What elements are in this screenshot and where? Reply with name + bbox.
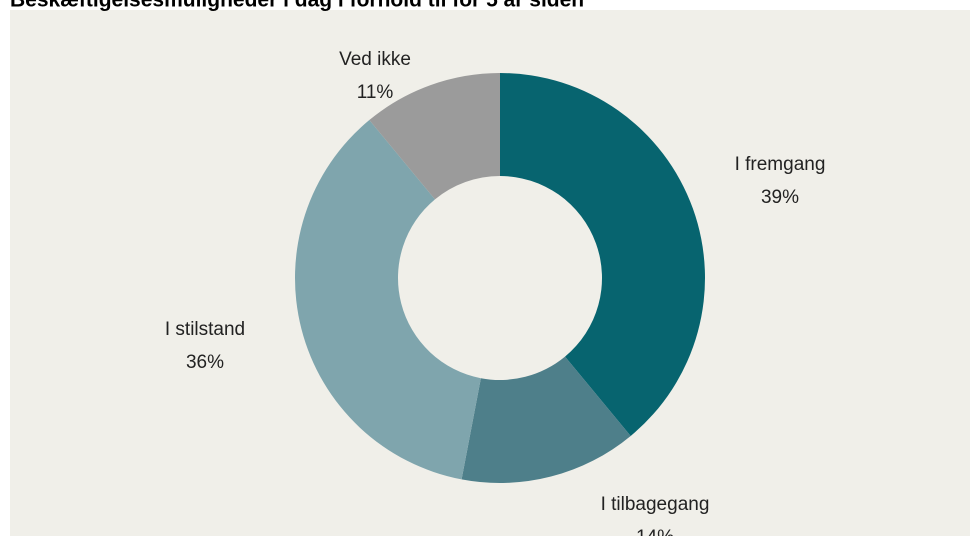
slice-value-label: 36%	[186, 352, 224, 373]
slice-value-label: 11%	[357, 82, 394, 103]
slice-label: I tilbagegang	[601, 494, 710, 515]
title-background	[0, 0, 980, 10]
chart-title: Beskæftigelsesmuligheder i dag i forhold…	[10, 0, 584, 12]
slice-label: I fremgang	[735, 154, 826, 175]
donut-slice	[461, 356, 631, 483]
donut-slice	[295, 120, 481, 480]
donut-slice	[369, 73, 500, 200]
slice-label: I stilstand	[165, 319, 245, 340]
slice-value-label: 14%	[636, 527, 674, 536]
donut-slice	[500, 73, 705, 436]
slice-value-label: 39%	[761, 187, 799, 208]
slice-label: Ved ikke	[339, 49, 411, 70]
